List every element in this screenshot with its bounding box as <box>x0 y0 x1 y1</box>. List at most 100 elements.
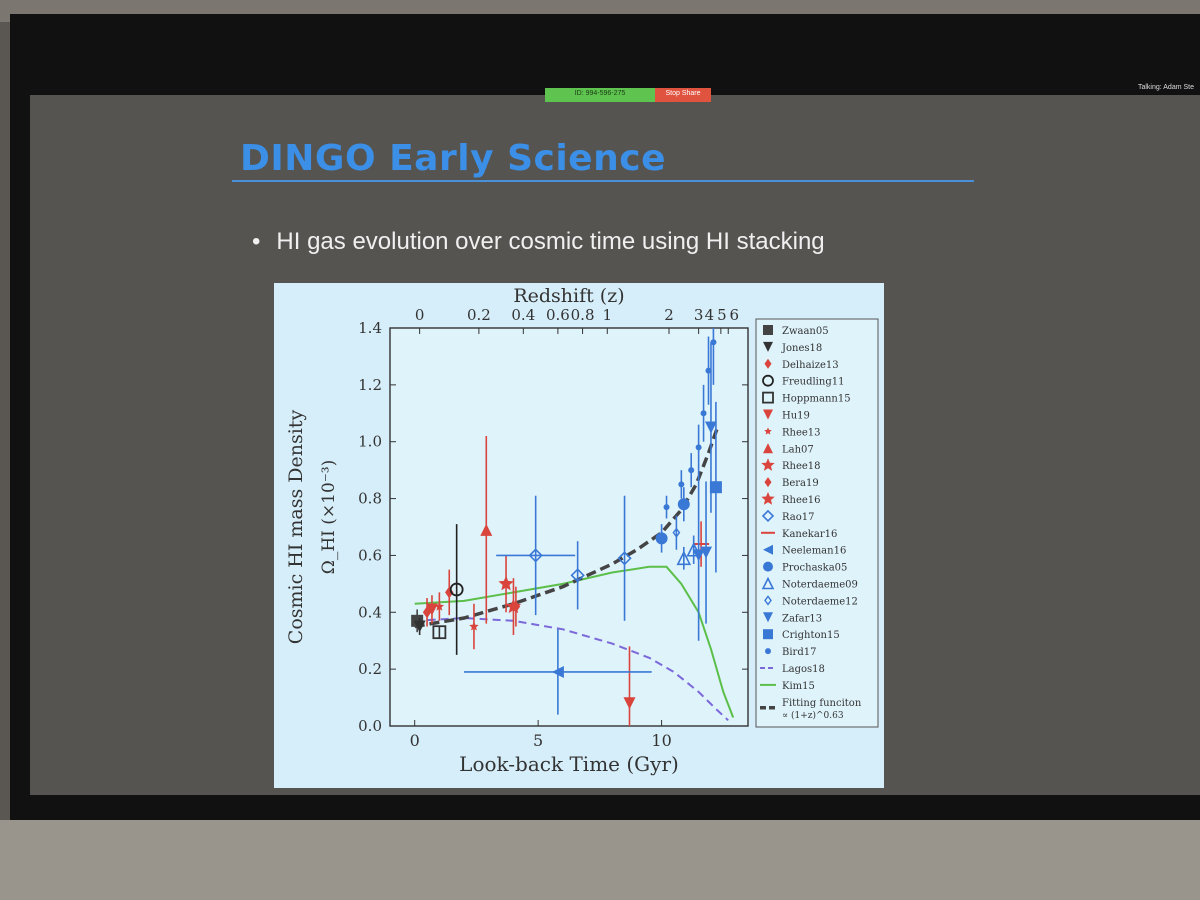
legend-label: Kanekar16 <box>782 529 837 540</box>
legend-box <box>755 318 879 728</box>
legend-label: Zwaan05 <box>782 326 829 337</box>
slide-title: DINGO Early Science <box>240 138 666 179</box>
x-tick-label: 5 <box>533 731 543 750</box>
y-axis-label-2: Ω_HI (×10⁻³) <box>319 460 339 574</box>
data-point <box>480 523 493 536</box>
data-point <box>764 595 772 606</box>
data-point <box>692 549 705 562</box>
data-point <box>623 697 636 710</box>
top-tick-label: 0 <box>415 306 425 324</box>
data-point <box>422 606 432 619</box>
y-tick-label: 1.4 <box>358 319 382 337</box>
title-underline <box>232 180 974 182</box>
curve-lagos18 <box>414 616 729 722</box>
data-point <box>469 621 479 631</box>
data-point <box>672 527 681 538</box>
data-point <box>765 648 771 655</box>
zoom-share-toolbar: ID: 994-596-275 Stop Share <box>545 88 711 102</box>
data-point <box>764 358 772 369</box>
data-point <box>700 410 707 417</box>
data-point <box>432 625 447 640</box>
data-point <box>704 421 717 434</box>
y-tick-label: 0.2 <box>358 660 382 678</box>
legend-label: Hu19 <box>782 411 810 422</box>
y-axis-label: Cosmic HI mass Density <box>285 410 307 645</box>
top-tick-label: 6 <box>729 306 739 324</box>
data-point <box>498 575 514 591</box>
y-tick-label: 1.2 <box>358 376 382 394</box>
curve-fitting-funciton <box>414 424 721 629</box>
data-point <box>676 550 692 566</box>
data-point <box>762 374 774 387</box>
legend-label: Rao17 <box>782 512 814 523</box>
bullet-dot-icon: • <box>252 228 261 255</box>
data-point <box>763 443 773 454</box>
stop-share-button[interactable]: Stop Share <box>655 88 711 102</box>
data-point <box>528 548 543 563</box>
y-tick-label: 0.0 <box>358 717 382 735</box>
legend-label: Bird17 <box>782 647 816 658</box>
hi-density-chart: 0.00.20.40.60.81.01.21.40 5 100 0.2 0.4 0.6 0.… <box>285 285 879 776</box>
legend-label: Neeleman16 <box>782 546 846 557</box>
chart-image: 0.0 0.2 0.4 0.6 0.8 1.0 1.2 1.4 0 5 10 0 0.2 0.4 0.6 0.… <box>274 283 884 788</box>
data-point <box>762 391 774 404</box>
data-point <box>677 498 690 511</box>
top-tick-label: 0.4 <box>511 306 535 324</box>
data-point <box>761 509 775 523</box>
legend-label: Zafar13 <box>782 613 822 624</box>
top-tick-label: 0.6 <box>546 306 570 324</box>
y-tick-label: 0.4 <box>358 603 382 621</box>
data-point <box>763 629 773 640</box>
data-point <box>761 576 775 590</box>
legend-label-2: ∝ (1+z)^0.63 <box>782 710 844 721</box>
y-tick-label: 0.8 <box>358 490 382 508</box>
data-point <box>678 481 685 488</box>
legend-label: Fitting funciton <box>782 698 862 709</box>
legend-label: Rhee18 <box>782 461 821 472</box>
data-point <box>505 598 522 614</box>
data-point <box>413 620 426 633</box>
data-point <box>763 325 773 335</box>
y-tick-label: 1.0 <box>358 433 382 451</box>
data-point <box>764 427 772 435</box>
data-point <box>449 582 464 597</box>
legend-label: Lagos18 <box>782 664 825 675</box>
curve-kim15 <box>414 565 735 718</box>
data-point <box>551 665 564 678</box>
legend-label: Hoppmann15 <box>782 394 851 405</box>
x-axis-label: Look-back Time (Gyr) <box>459 752 679 776</box>
y-tick-label: 0.6 <box>358 546 382 564</box>
data-point <box>688 467 695 474</box>
top-tick-label: 5 <box>717 306 727 324</box>
meeting-id-label[interactable]: ID: 994-596-275 <box>545 88 655 102</box>
legend-label: Jones18 <box>781 343 822 354</box>
top-tick-label: 4 <box>705 306 715 324</box>
data-point <box>570 568 585 583</box>
data-point <box>710 339 717 346</box>
data-point <box>705 367 712 374</box>
data-point <box>663 504 670 511</box>
legend-label: Crighton15 <box>782 630 840 641</box>
data-point <box>763 612 773 623</box>
data-point <box>617 551 632 566</box>
talking-indicator: Talking: Adam Ste <box>1137 84 1194 91</box>
data-point <box>761 458 775 471</box>
legend-label: Lah07 <box>782 444 814 455</box>
data-point <box>695 444 702 451</box>
data-point <box>700 546 713 559</box>
data-point <box>709 481 722 494</box>
data-point <box>434 601 445 611</box>
legend-label: Noterdaeme09 <box>782 580 858 591</box>
data-point <box>761 492 775 505</box>
wall <box>0 820 1200 900</box>
data-point <box>763 561 773 572</box>
bullet-text: HI gas evolution over cosmic time using … <box>276 228 825 255</box>
top-tick-label: 2 <box>664 306 674 324</box>
legend-label: Kim15 <box>782 681 815 692</box>
legend-label: Rhee16 <box>782 495 821 506</box>
top-tick-label: 3 <box>694 306 704 324</box>
data-point <box>763 409 773 420</box>
plot-area <box>389 327 749 727</box>
slide-bullet: • HI gas evolution over cosmic time using… <box>252 228 825 256</box>
legend-label: Delhaize13 <box>782 360 839 371</box>
